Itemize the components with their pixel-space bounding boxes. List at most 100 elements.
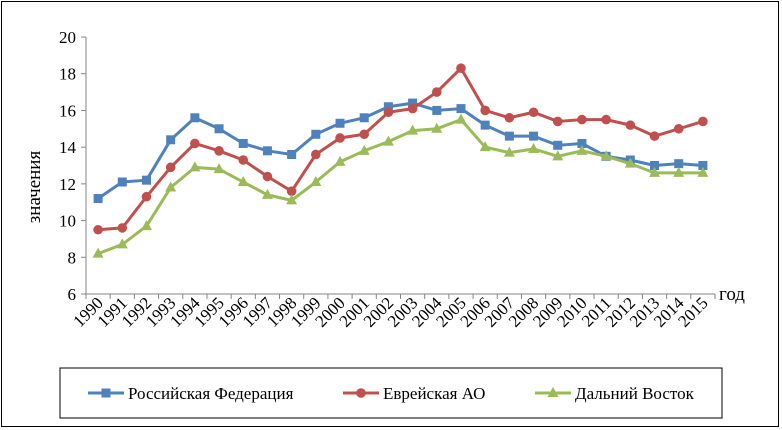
y-tick-label: 12	[59, 175, 76, 194]
legend-label: Дальний Восток	[575, 384, 695, 403]
data-point	[432, 105, 442, 115]
data-point	[553, 140, 563, 150]
data-point	[698, 161, 708, 170]
legend-marker	[356, 388, 366, 398]
x-tick-label: 2015	[674, 293, 711, 330]
y-tick-label: 20	[59, 28, 76, 47]
data-point	[408, 98, 418, 108]
data-point	[117, 223, 128, 233]
legend-item: Российская Федерация	[88, 384, 294, 403]
data-point	[624, 157, 636, 168]
legend-marker	[547, 387, 559, 397]
data-point	[673, 123, 684, 134]
axes	[85, 37, 715, 295]
data-point	[552, 116, 563, 127]
data-point	[311, 129, 321, 139]
data-point	[698, 116, 708, 127]
y-tick-label: 8	[68, 248, 77, 267]
data-point	[286, 186, 297, 196]
y-tick-label: 10	[59, 212, 76, 231]
data-point	[117, 177, 127, 187]
data-point	[431, 122, 443, 133]
data-point	[407, 124, 419, 135]
data-point	[431, 87, 442, 97]
data-point	[529, 131, 539, 141]
data-point	[166, 135, 176, 145]
data-point	[310, 176, 322, 187]
data-point	[479, 141, 491, 152]
data-point	[674, 159, 684, 169]
legend: Российская Федерация Еврейская АО Дальний …	[59, 367, 723, 419]
data-point	[214, 146, 224, 156]
data-point	[311, 149, 321, 160]
data-point	[165, 181, 177, 192]
legend-box	[59, 367, 723, 419]
series-3	[92, 113, 709, 258]
y-tick-label: 18	[59, 65, 76, 84]
series-layer	[92, 63, 709, 258]
data-point	[673, 166, 685, 177]
data-point	[528, 107, 539, 118]
data-point	[359, 113, 369, 123]
data-point	[456, 104, 466, 114]
data-point	[577, 138, 587, 148]
data-point	[455, 113, 467, 124]
legend-label: Еврейская АО	[383, 384, 485, 403]
data-point	[504, 131, 514, 141]
data-point	[649, 166, 661, 177]
data-point	[237, 176, 249, 187]
data-point	[456, 63, 466, 74]
data-point	[262, 146, 272, 156]
data-point	[238, 138, 248, 148]
series-2	[93, 63, 708, 235]
data-point	[189, 161, 201, 172]
y-axis-title: значения	[24, 151, 45, 224]
data-point	[140, 220, 152, 231]
data-point	[93, 224, 103, 235]
data-point	[334, 155, 346, 166]
data-point	[552, 150, 564, 161]
data-point	[165, 162, 176, 173]
data-point	[383, 107, 394, 118]
data-point	[625, 120, 636, 130]
data-point	[480, 120, 490, 130]
data-point	[359, 129, 370, 140]
data-point	[213, 163, 225, 174]
y-tick-label: 16	[59, 101, 76, 120]
series-line	[97, 66, 704, 232]
data-point	[238, 155, 249, 165]
data-point	[92, 247, 104, 258]
data-point	[382, 135, 394, 146]
data-point	[649, 131, 660, 141]
y-ticks: 6 8 10 12 14 16 18 20	[59, 28, 86, 304]
data-point	[93, 194, 103, 204]
y-tick-label: 6	[68, 285, 77, 304]
data-point	[650, 161, 660, 170]
data-point	[697, 166, 709, 177]
data-point	[503, 146, 515, 157]
data-point	[576, 144, 588, 155]
data-point	[358, 144, 370, 155]
y-tick-label: 14	[59, 138, 77, 157]
legend-label: Российская Федерация	[128, 384, 294, 403]
data-point	[600, 150, 612, 161]
data-point	[335, 118, 345, 128]
data-point	[504, 112, 515, 123]
data-point	[407, 103, 418, 114]
data-point	[262, 171, 273, 182]
data-point	[577, 114, 587, 125]
data-point	[335, 133, 345, 143]
x-axis-title: год	[719, 284, 745, 305]
data-point	[383, 102, 393, 112]
data-point	[214, 124, 224, 134]
data-point	[116, 238, 128, 249]
legend-item: Еврейская АО	[343, 384, 485, 403]
legend-marker	[101, 388, 111, 398]
series-line	[97, 118, 703, 256]
data-point	[190, 138, 200, 149]
data-point	[141, 191, 152, 202]
data-point	[287, 149, 297, 159]
data-point	[286, 194, 298, 205]
